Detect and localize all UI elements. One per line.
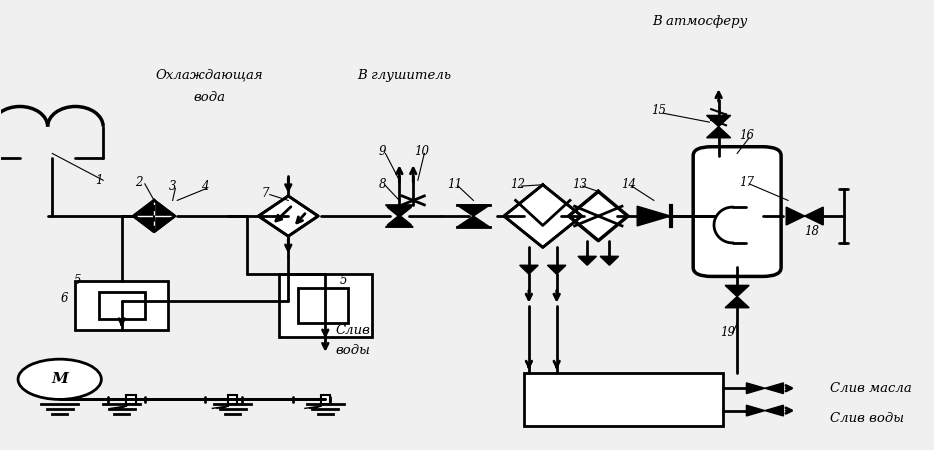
Polygon shape (578, 256, 597, 265)
Polygon shape (765, 383, 784, 394)
Polygon shape (707, 116, 730, 126)
Circle shape (18, 359, 102, 400)
Polygon shape (457, 205, 490, 216)
Text: 5: 5 (340, 274, 347, 288)
Bar (126, 395, 135, 404)
Polygon shape (765, 405, 784, 416)
Text: 15: 15 (651, 104, 666, 117)
Polygon shape (259, 196, 318, 236)
Polygon shape (457, 216, 490, 227)
Polygon shape (805, 207, 823, 225)
Polygon shape (637, 206, 671, 226)
Polygon shape (134, 200, 175, 232)
FancyBboxPatch shape (693, 147, 781, 276)
Text: вода: вода (193, 91, 226, 104)
Text: Слив масла: Слив масла (829, 382, 912, 395)
Text: 14: 14 (621, 178, 636, 191)
Polygon shape (386, 216, 413, 227)
Polygon shape (504, 185, 582, 248)
Text: М: М (51, 372, 68, 386)
Text: 2: 2 (134, 176, 142, 189)
Text: 17: 17 (739, 176, 754, 189)
Bar (76, 281, 168, 330)
Text: Слив воды: Слив воды (829, 412, 904, 425)
Polygon shape (386, 205, 413, 216)
Bar (298, 288, 348, 324)
Text: 9: 9 (379, 145, 387, 158)
Text: 12: 12 (510, 178, 525, 191)
Text: 16: 16 (739, 129, 754, 142)
Polygon shape (725, 297, 749, 308)
Text: 7: 7 (262, 187, 269, 200)
Text: 10: 10 (414, 145, 429, 158)
Text: 13: 13 (573, 178, 587, 191)
Text: Слив: Слив (335, 324, 371, 337)
Text: 11: 11 (447, 178, 462, 191)
Polygon shape (786, 207, 805, 225)
Text: В глушитель: В глушитель (357, 69, 451, 82)
Text: воды: воды (335, 344, 371, 357)
Polygon shape (746, 405, 765, 416)
Bar (320, 395, 330, 404)
Bar (99, 292, 145, 319)
Polygon shape (746, 383, 765, 394)
Polygon shape (725, 285, 749, 297)
Text: 8: 8 (379, 178, 387, 191)
Polygon shape (569, 191, 628, 241)
Polygon shape (601, 256, 618, 265)
Text: 18: 18 (803, 225, 819, 238)
Text: 6: 6 (61, 292, 68, 305)
Text: 3: 3 (169, 180, 177, 194)
Text: 5: 5 (74, 274, 81, 288)
Bar (279, 274, 372, 337)
Polygon shape (519, 265, 538, 274)
Text: 4: 4 (201, 180, 208, 194)
Bar (524, 373, 723, 426)
Polygon shape (707, 126, 730, 138)
Text: 19: 19 (720, 326, 735, 339)
Text: В атмосферу: В атмосферу (653, 15, 748, 28)
Polygon shape (504, 185, 582, 248)
Text: 1: 1 (95, 174, 103, 187)
Polygon shape (258, 196, 318, 236)
Polygon shape (547, 265, 566, 274)
Text: Охлаждающая: Охлаждающая (156, 69, 263, 82)
Bar (228, 395, 237, 404)
